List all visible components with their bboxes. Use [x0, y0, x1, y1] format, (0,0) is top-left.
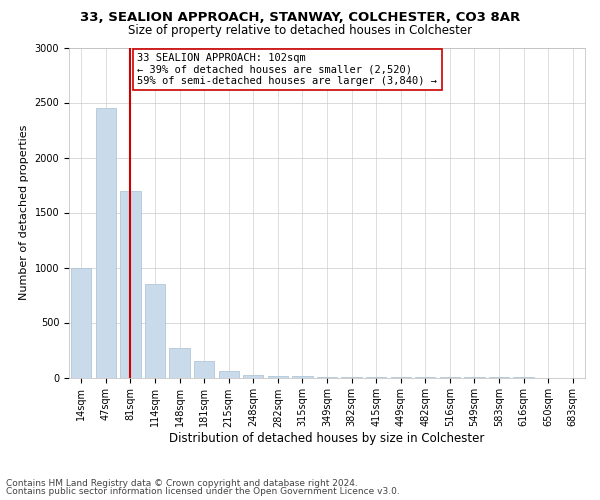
Y-axis label: Number of detached properties: Number of detached properties: [19, 125, 29, 300]
Bar: [268, 376, 288, 378]
Bar: [317, 376, 337, 378]
Bar: [96, 108, 116, 378]
Text: Size of property relative to detached houses in Colchester: Size of property relative to detached ho…: [128, 24, 472, 37]
Bar: [71, 268, 91, 378]
X-axis label: Distribution of detached houses by size in Colchester: Distribution of detached houses by size …: [169, 432, 485, 445]
Bar: [341, 377, 362, 378]
Text: 33, SEALION APPROACH, STANWAY, COLCHESTER, CO3 8AR: 33, SEALION APPROACH, STANWAY, COLCHESTE…: [80, 11, 520, 24]
Bar: [121, 190, 140, 378]
Text: Contains HM Land Registry data © Crown copyright and database right 2024.: Contains HM Land Registry data © Crown c…: [6, 478, 358, 488]
Bar: [292, 376, 313, 378]
Bar: [243, 375, 263, 378]
Text: Contains public sector information licensed under the Open Government Licence v3: Contains public sector information licen…: [6, 487, 400, 496]
Bar: [194, 361, 214, 378]
Bar: [169, 348, 190, 378]
Bar: [145, 284, 165, 378]
Text: 33 SEALION APPROACH: 102sqm
← 39% of detached houses are smaller (2,520)
59% of : 33 SEALION APPROACH: 102sqm ← 39% of det…: [137, 53, 437, 86]
Bar: [218, 371, 239, 378]
